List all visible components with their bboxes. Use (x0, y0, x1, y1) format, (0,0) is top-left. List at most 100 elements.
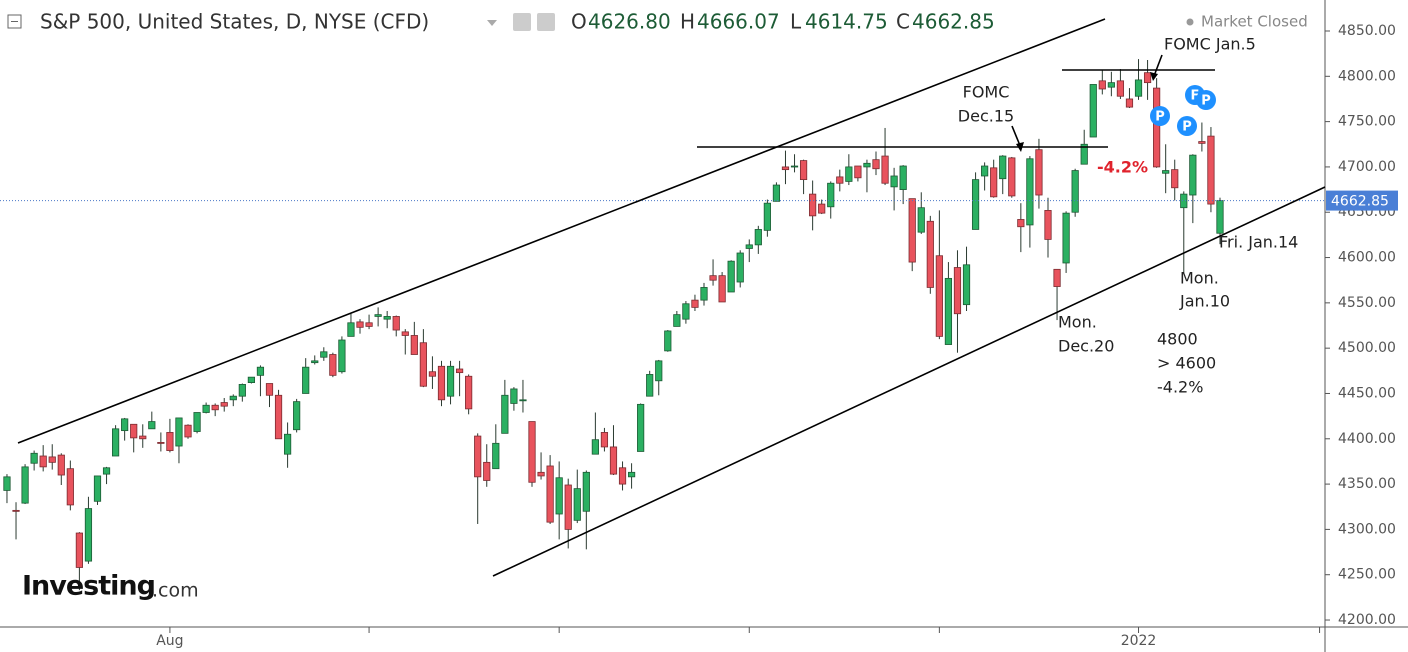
candle-body (166, 432, 174, 451)
candle-body (908, 198, 916, 263)
candle-body (492, 442, 500, 470)
y-tick-label: 4850.00 (1338, 23, 1396, 39)
annotation: -4.2% (1097, 158, 1148, 177)
candle-body (1216, 200, 1224, 234)
candle-body (790, 165, 799, 168)
eye-icon[interactable] (513, 13, 531, 31)
candle-body (1143, 72, 1152, 84)
candle-body (1207, 135, 1215, 205)
ohlc-value: 4614.75 (805, 10, 888, 34)
candle-body (528, 421, 536, 483)
y-tick-label: 4300.00 (1338, 521, 1396, 537)
event-marker[interactable] (1196, 90, 1216, 110)
candle-body (926, 220, 934, 288)
logo-brand: Investing (22, 571, 155, 602)
candle-body (555, 477, 563, 515)
candle-body (836, 176, 844, 184)
ohlc-key: H (680, 10, 695, 34)
candle-body (1116, 80, 1125, 97)
candle-body (121, 418, 129, 432)
candle-body (917, 207, 925, 233)
candle-body (302, 366, 310, 394)
y-tick-label: 4400.00 (1338, 431, 1396, 447)
logo: Investing .com (22, 571, 199, 602)
candle-body (1107, 82, 1115, 88)
candle-body (1062, 212, 1070, 264)
candle-body (256, 366, 265, 376)
annotation: Jan.10 (1179, 292, 1230, 311)
candle-body (211, 404, 219, 411)
candle-body (66, 468, 74, 506)
candle-body (618, 467, 627, 485)
candle-body (193, 412, 201, 432)
ohlc-value: 4626.80 (588, 10, 671, 34)
candle-body (673, 314, 681, 327)
candle-body (1198, 141, 1206, 144)
candle-body (274, 394, 283, 440)
candle-body (754, 229, 762, 246)
event-marker[interactable] (1177, 116, 1197, 136)
marker-label: P (1201, 94, 1211, 109)
candle-body (935, 255, 943, 337)
candle-body (75, 532, 83, 568)
candle-body (283, 433, 292, 455)
candle-body (881, 155, 889, 184)
candle-body (30, 452, 38, 464)
candle-body (157, 442, 165, 444)
candle-body (736, 252, 744, 283)
y-tick-label: 4750.00 (1338, 114, 1396, 130)
candle-body (546, 465, 554, 523)
candle-body (483, 461, 491, 481)
y-tick-label: 4250.00 (1338, 567, 1396, 583)
candle-body (374, 314, 382, 317)
candle-body (347, 322, 355, 337)
candle-body (519, 399, 527, 402)
ohlc-value: 4666.07 (697, 10, 780, 34)
candle-body (1089, 84, 1097, 138)
candle-body (102, 467, 111, 475)
candle-body (265, 383, 274, 396)
event-marker[interactable] (1150, 106, 1170, 126)
arrow-head (1150, 72, 1158, 81)
candle-body (899, 165, 907, 190)
candle-body (582, 471, 590, 512)
candle-body (962, 264, 971, 306)
logo-suffix: .com (152, 580, 199, 602)
candle-body (401, 331, 409, 336)
candle-body (1044, 210, 1052, 240)
dropdown-caret[interactable] (487, 20, 497, 26)
x-tick-label: 2022 (1121, 633, 1157, 649)
candle-body (971, 179, 980, 230)
candle-body (392, 316, 400, 331)
candle-body (664, 330, 672, 352)
candle-body (111, 428, 120, 457)
annotation: Mon. (1058, 313, 1097, 332)
arrow (1153, 54, 1163, 77)
candle-body (863, 162, 871, 168)
annotation: 4800 (1157, 330, 1198, 349)
annotation: Dec.15 (958, 107, 1014, 126)
candle-body (999, 155, 1007, 180)
annotation: Dec.20 (1058, 337, 1114, 356)
candle-body (139, 435, 147, 440)
candle-body (247, 376, 255, 383)
candle-body (1125, 98, 1134, 108)
candle-body (238, 384, 246, 397)
candle-body (1035, 149, 1043, 196)
collapse-icon[interactable] (7, 14, 22, 29)
candle-body (148, 421, 156, 430)
annotation: > 4600 (1157, 354, 1216, 373)
candle-body (455, 368, 464, 374)
candle-body (981, 165, 989, 177)
candle-body (1098, 80, 1106, 90)
marker-label: P (1182, 120, 1192, 135)
settings-icon[interactable] (537, 13, 555, 31)
candle-body (501, 394, 509, 434)
candle-body (718, 275, 726, 303)
last-price-label: 4662.85 (1331, 194, 1389, 210)
candle-body (1008, 157, 1016, 197)
candle-body (827, 182, 835, 208)
